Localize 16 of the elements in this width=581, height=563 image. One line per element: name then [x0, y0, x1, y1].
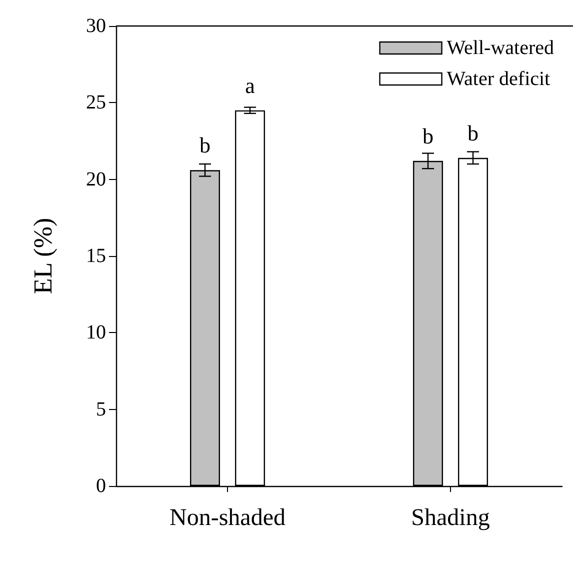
data-label: b [468, 120, 478, 146]
y-axis-title: EL (%) [28, 218, 58, 294]
y-tick-label: 10 [86, 322, 106, 344]
y-tick-label: 5 [96, 398, 106, 420]
data-label: b [422, 123, 434, 148]
y-tick-label: 15 [86, 245, 106, 267]
y-tick-label: 0 [96, 475, 106, 497]
y-tick-label: 25 [86, 92, 106, 114]
legend-label: Water deficit [446, 68, 551, 90]
y-tick-label: 30 [86, 15, 106, 37]
y-tick-label: 20 [86, 168, 106, 190]
x-tick-label: Non-shaded [170, 505, 286, 531]
data-label: b [200, 132, 210, 158]
legend-label: Well-watered [446, 37, 554, 59]
data-label: a [245, 72, 256, 98]
x-tick-label: Shading [411, 505, 490, 531]
